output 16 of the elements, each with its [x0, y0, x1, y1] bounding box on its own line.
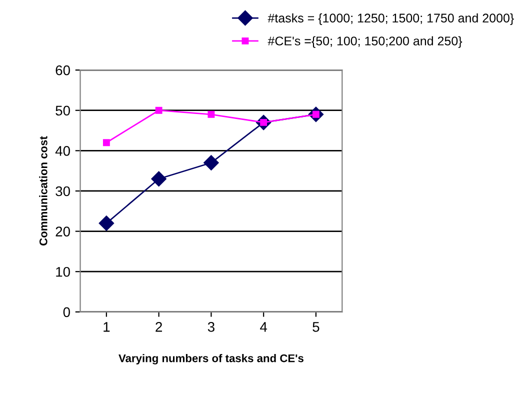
y-tick-label: 40 — [55, 146, 70, 156]
y-tick-label: 60 — [56, 65, 70, 76]
y-tick-label: 0 — [63, 307, 70, 318]
y-tick-label: 20 — [56, 226, 70, 236]
x-tick-label: 4 — [260, 322, 268, 332]
y-axis-title: Communication cost — [39, 136, 48, 246]
y-tick-label: 50 — [56, 106, 70, 116]
x-tick-label: 3 — [208, 322, 214, 332]
x-tick-label: 1 — [104, 322, 110, 332]
legend-label: #tasks = {1000; 1250; 1500; 1750 and 2000} — [268, 13, 514, 25]
y-tick-label: 10 — [56, 266, 70, 277]
legend-label: #CE's ={50; 100; 150;200 and 250} — [268, 36, 462, 48]
x-axis-title: Varying numbers of tasks and CE's — [118, 354, 304, 364]
x-tick-label: 2 — [156, 322, 162, 332]
x-tick-label: 5 — [312, 322, 320, 332]
y-tick-label: 30 — [56, 186, 70, 196]
